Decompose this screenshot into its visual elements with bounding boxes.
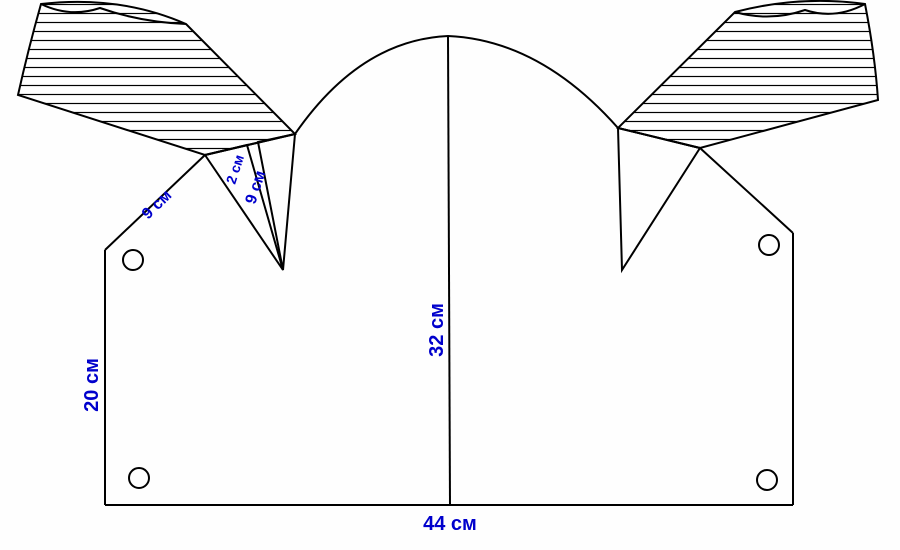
strap-left: [18, 2, 295, 155]
right-diagonal: [700, 148, 793, 233]
circle-bottom-left: [129, 468, 149, 488]
circle-bottom-right: [757, 470, 777, 490]
label-shoulder-gap: 2 см: [223, 153, 247, 186]
label-bottom-width: 44 см: [423, 513, 477, 535]
label-shoulder-left: 9 см: [139, 187, 175, 223]
neckline-arc: [295, 36, 618, 134]
right-dart: [618, 128, 700, 270]
circle-top-right: [759, 235, 779, 255]
circle-top-left: [123, 250, 143, 270]
label-center-height: 32 см: [426, 303, 448, 357]
label-left-side: 20 см: [81, 358, 103, 412]
center-line: [448, 36, 450, 505]
pattern-diagram: 44 см 32 см 20 см 9 см 2 см 9 см: [0, 0, 900, 550]
label-shoulder-right: 9 см: [243, 169, 270, 207]
strap-right: [618, 1, 878, 148]
